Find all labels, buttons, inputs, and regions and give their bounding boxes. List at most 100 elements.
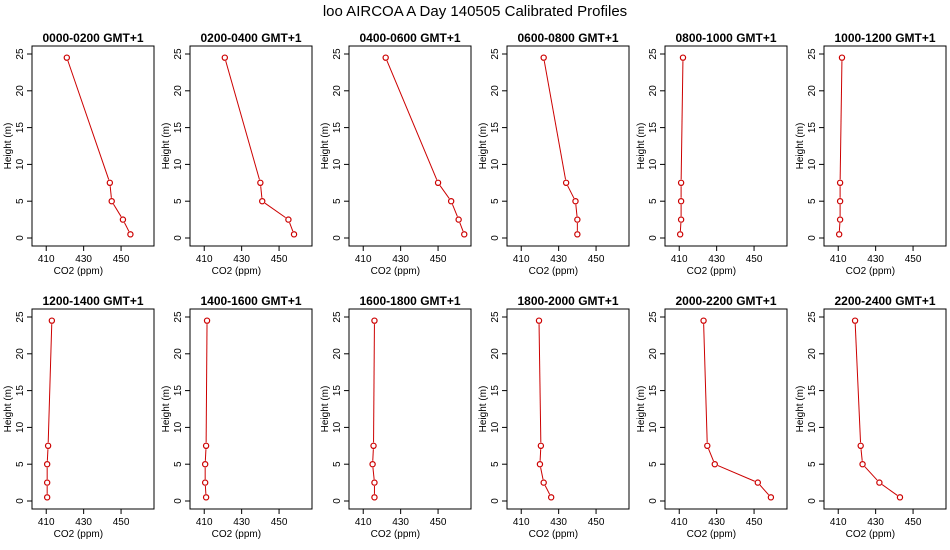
- x-tick-label: 410: [830, 517, 847, 528]
- x-tick-label: 430: [550, 517, 567, 528]
- x-tick-label: 430: [75, 254, 92, 265]
- profile-panel: 0200-0400 GMT+1 0 5 10 15 20 25 410 430 450 CO2 (p…: [161, 31, 313, 277]
- profile-line-segment: [204, 485, 207, 494]
- data-point: [455, 216, 462, 223]
- y-tick-label: 0: [173, 498, 184, 504]
- data-point: [371, 494, 378, 501]
- x-tick-label: 450: [271, 517, 288, 528]
- y-tick-label: 10: [15, 421, 26, 433]
- x-tick-label: 430: [392, 517, 409, 528]
- data-point: [574, 231, 581, 238]
- profile-line-segment: [225, 60, 260, 180]
- y-tick-label: 10: [648, 158, 659, 170]
- plot-frame: [348, 308, 472, 510]
- y-tick-label: 0: [648, 235, 659, 241]
- data-point: [679, 54, 687, 61]
- profile-panel: 0600-0800 GMT+1 0 5 10 15 20 25 410 430 450 CO2 (p…: [478, 31, 630, 277]
- profile-panel: 1400-1600 GMT+1 0 5 10 15 20 25 410 430 450 CO2 (p…: [161, 294, 313, 540]
- profile-panel: 0400-0600 GMT+1 0 5 10 15 20 25 410 430 450 CO2 (p…: [320, 31, 472, 277]
- y-tick-label: 5: [807, 461, 818, 467]
- y-tick-label: 25: [490, 48, 501, 60]
- data-point: [704, 442, 711, 449]
- profile-line-segment: [264, 202, 286, 219]
- panel-title: 2200-2400 GMT+1: [834, 294, 935, 308]
- y-tick-label: 10: [332, 421, 343, 433]
- y-tick-label: 20: [648, 348, 659, 360]
- y-tick-label: 5: [332, 461, 343, 467]
- plot-frame: [348, 45, 472, 247]
- y-tick-label: 25: [807, 311, 818, 323]
- panel-title: 1000-1200 GMT+1: [834, 31, 935, 45]
- y-axis-label: Height (m): [320, 386, 331, 433]
- data-point: [106, 179, 114, 186]
- y-tick-label: 20: [807, 85, 818, 97]
- y-tick-label: 10: [173, 421, 184, 433]
- x-tick-label: 450: [746, 254, 763, 265]
- y-tick-label: 10: [490, 158, 501, 170]
- y-tick-label: 25: [173, 48, 184, 60]
- x-axis-label: CO2 (ppm): [371, 266, 420, 277]
- data-point: [562, 179, 570, 186]
- y-axis-label: Height (m): [3, 123, 14, 170]
- plot-frame: [664, 45, 788, 247]
- x-tick-label: 410: [38, 254, 55, 265]
- profile-panel: 2200-2400 GMT+1 0 5 10 15 20 25 410 430 450 CO2 (p…: [795, 294, 947, 540]
- profile-line-segment: [864, 466, 878, 481]
- profile-line-segment: [860, 449, 863, 461]
- profile-line-segment: [205, 324, 208, 443]
- x-axis-label: CO2 (ppm): [212, 266, 261, 277]
- plot-frame: [823, 45, 947, 247]
- y-axis-label: Height (m): [795, 123, 806, 170]
- panel-grid: 0000-0200 GMT+1 0 5 10 15 20 25 410 430 450 CO2 (p…: [3, 31, 947, 540]
- data-point: [836, 216, 844, 223]
- data-point: [447, 197, 455, 205]
- x-axis-label: CO2 (ppm): [529, 266, 578, 277]
- y-tick-label: 20: [490, 348, 501, 360]
- panel-title: 1200-1400 GMT+1: [42, 294, 143, 308]
- x-tick-label: 410: [830, 254, 847, 265]
- profile-line-segment: [575, 204, 578, 217]
- panel-title: 0000-0200 GMT+1: [42, 31, 143, 45]
- y-tick-label: 10: [332, 158, 343, 170]
- data-point: [371, 317, 378, 324]
- profile-line-segment: [372, 467, 375, 480]
- y-tick-label: 5: [807, 198, 818, 204]
- y-tick-label: 15: [807, 122, 818, 134]
- y-tick-label: 20: [173, 85, 184, 97]
- x-tick-label: 430: [867, 254, 884, 265]
- profile-line-segment: [854, 324, 862, 443]
- figure-title: loo AIRCOA A Day 140505 Calibrated Profi…: [323, 3, 627, 20]
- data-point: [203, 317, 211, 324]
- y-tick-label: 10: [648, 421, 659, 433]
- data-point: [896, 494, 904, 501]
- y-tick-label: 15: [15, 385, 26, 397]
- x-tick-label: 430: [75, 517, 92, 528]
- x-tick-label: 450: [430, 254, 447, 265]
- profile-panel: 1000-1200 GMT+1 0 5 10 15 20 25 410 430 450 CO2 (p…: [795, 31, 947, 277]
- y-axis-label: Height (m): [478, 123, 489, 170]
- y-tick-label: 20: [173, 348, 184, 360]
- x-tick-label: 450: [588, 254, 605, 265]
- data-point: [285, 216, 292, 223]
- y-tick-label: 0: [490, 498, 501, 504]
- data-point: [574, 216, 581, 223]
- profile-line-segment: [124, 222, 130, 232]
- data-point: [461, 231, 468, 238]
- data-point: [711, 461, 718, 468]
- data-point: [536, 461, 544, 468]
- x-tick-label: 410: [355, 254, 372, 265]
- y-tick-label: 10: [173, 158, 184, 170]
- data-point: [857, 442, 864, 449]
- y-axis-label: Height (m): [795, 386, 806, 433]
- data-point: [119, 216, 127, 223]
- y-tick-label: 0: [173, 235, 184, 241]
- data-point: [202, 442, 210, 449]
- profile-line-segment: [47, 324, 53, 443]
- y-tick-label: 15: [490, 122, 501, 134]
- x-tick-label: 430: [550, 254, 567, 265]
- data-point: [700, 317, 707, 324]
- profile-line-segment: [373, 324, 375, 443]
- data-point: [44, 442, 52, 449]
- profile-line-segment: [386, 60, 438, 180]
- profile-line-segment: [544, 485, 551, 495]
